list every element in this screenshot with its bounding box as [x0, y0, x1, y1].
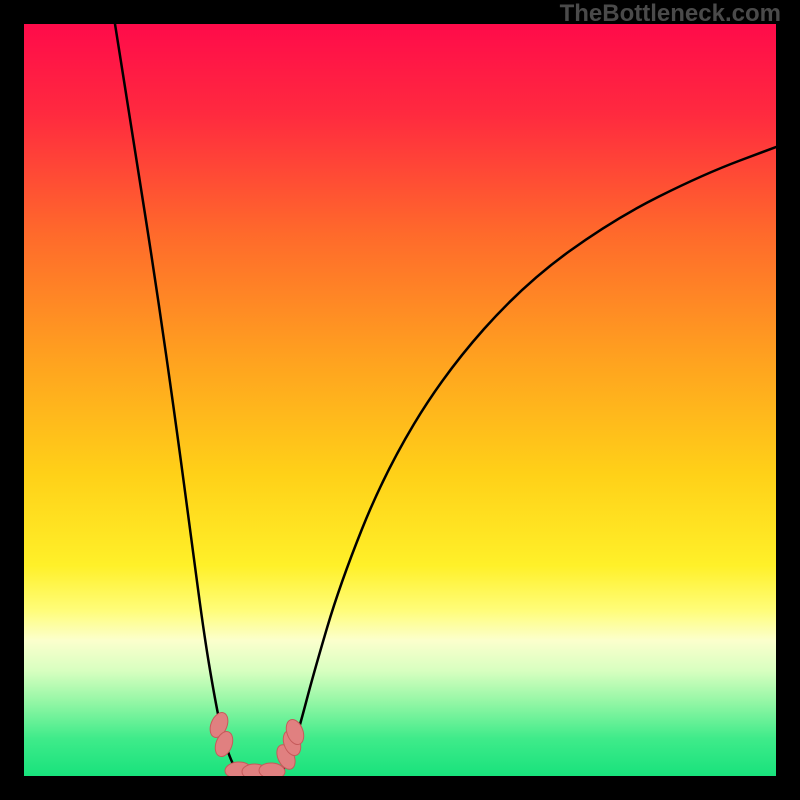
bottleneck-curve [115, 24, 776, 776]
marker-group [207, 710, 307, 776]
curve-layer [24, 24, 776, 776]
watermark-text: TheBottleneck.com [560, 0, 781, 28]
plot-area [24, 24, 776, 776]
